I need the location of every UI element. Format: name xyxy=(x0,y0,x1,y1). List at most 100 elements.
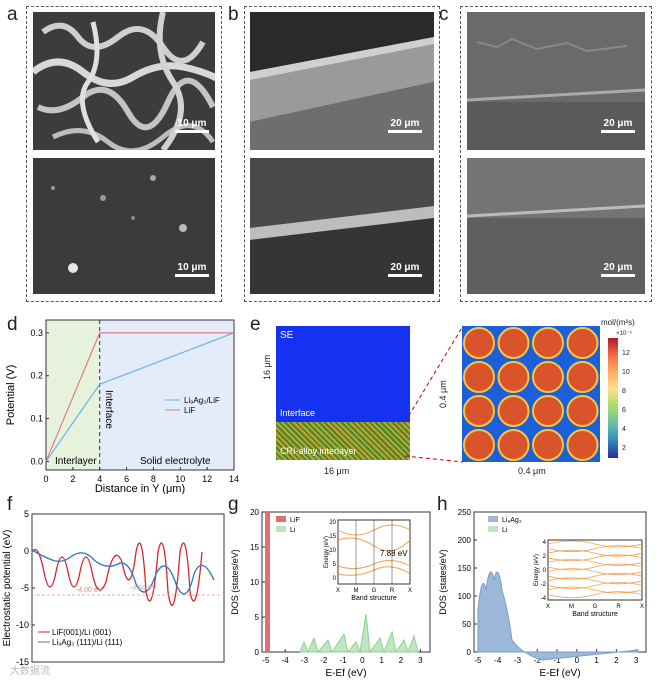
series-d-0 xyxy=(45,332,235,462)
x-tick-h: 1 xyxy=(594,656,599,665)
x-tick-h: -5 xyxy=(474,656,482,665)
y-tick-f: -15 xyxy=(16,657,29,667)
legend-label-li9ag3: Li₉Ag₃/LiF xyxy=(184,396,220,405)
y-tick-h: 150 xyxy=(458,564,472,573)
inset-g-x-tick: X xyxy=(336,588,340,594)
x-tick-g: 3 xyxy=(418,656,423,665)
inset-h-y-tick: 2 xyxy=(543,554,547,560)
x-tick-g: 0 xyxy=(360,656,365,665)
scale-label: 20 μm xyxy=(390,262,420,273)
scale-bar-b-bottom: 20 μm xyxy=(388,262,422,277)
y-tick-f: 0 xyxy=(24,546,29,556)
scale-label: 20 μm xyxy=(603,118,633,129)
zoom-x-label: 0.4 μm xyxy=(518,466,546,476)
panel-label-c: c xyxy=(439,4,449,25)
x-tick-g: -4 xyxy=(282,656,290,665)
x-tick-d: 12 xyxy=(202,474,212,484)
panel-a-frame xyxy=(26,6,222,302)
x-tick-g: -3 xyxy=(301,656,309,665)
plot-frame xyxy=(45,319,235,471)
y-tick-h: 0 xyxy=(467,648,472,657)
colorbar-tick: 6 xyxy=(622,407,626,414)
x-tick-h: -4 xyxy=(494,656,502,665)
y-axis-label-f: Electrostatic potential (eV) xyxy=(2,530,13,647)
colorbar-tick: 12 xyxy=(622,350,630,357)
sem-image-a-bottom: 10 μm xyxy=(33,158,215,294)
region-label-interface: Interface xyxy=(103,390,114,429)
inset-h-bands xyxy=(547,540,643,598)
y-tick-g: 10 xyxy=(250,578,259,587)
x-tick-g: 1 xyxy=(379,656,384,665)
inset-h-x-tick: G xyxy=(593,604,598,610)
x-axis-label-d: Distance in Y (μm) xyxy=(95,483,185,494)
lif-dos-peak xyxy=(265,512,270,652)
flux-particle xyxy=(532,429,564,461)
y-tick-d: 0.3 xyxy=(30,328,43,338)
panel-label-d: d xyxy=(7,314,18,335)
inset-h-y-tick: -2 xyxy=(541,582,547,588)
x-tick-g: -2 xyxy=(320,656,328,665)
scale-bar-a-top: 10 μm xyxy=(175,118,209,133)
panel-label-a: a xyxy=(7,4,18,25)
panel-b-frame xyxy=(244,6,440,302)
flux-particle xyxy=(463,361,495,393)
x-tick-h: -3 xyxy=(514,656,522,665)
inset-h-x-tick: X xyxy=(546,604,550,610)
scale-label: 20 μm xyxy=(603,262,633,273)
inset-g-y-tick: 15 xyxy=(329,534,336,540)
y-tick-h: 50 xyxy=(462,620,471,629)
inset-g-x-tick: X xyxy=(408,588,412,594)
x-tick-h: 2 xyxy=(614,656,619,665)
flux-particle xyxy=(497,429,530,461)
colorbar-tick: 2 xyxy=(622,445,626,452)
x-tick-h: -1 xyxy=(553,656,561,665)
interlayer-label: CRI-alloy interlayer xyxy=(280,446,357,456)
inset-g-ylabel: Energy (eV) xyxy=(324,536,330,568)
y-tick-g: 0 xyxy=(255,648,260,657)
electrolyte-region xyxy=(99,320,234,470)
panel-label-b: b xyxy=(228,4,239,25)
legend-label-f-lif: LiF(001)/Li (001) xyxy=(52,628,111,637)
panel-label-e: e xyxy=(250,314,261,335)
flux-particle xyxy=(463,395,495,427)
flux-particle xyxy=(532,361,564,393)
x-tick-g: -5 xyxy=(262,656,270,665)
flux-particle xyxy=(566,429,599,461)
flux-particle xyxy=(566,327,599,359)
li-dos-area xyxy=(299,613,419,654)
legend-label-h-li: Li xyxy=(502,527,508,534)
zoom-y-label: 0.4 μm xyxy=(438,380,448,408)
li9ag3-dos-area xyxy=(477,571,639,661)
sim-domain: SE Interface CRI-alloy interlayer xyxy=(276,326,410,460)
scale-label: 10 μm xyxy=(177,262,207,273)
x-tick-h: -2 xyxy=(534,656,542,665)
y-tick-f: -5 xyxy=(21,583,29,593)
chart-d: 0 2 4 6 8 10 12 14 0.0 0.1 0.2 0.3 Interlayer Inter… xyxy=(5,319,239,494)
flux-particle xyxy=(566,361,599,393)
flux-particle xyxy=(463,429,495,461)
inset-g-y-tick: 20 xyxy=(329,520,336,526)
x-axis-label-g: E-Ef (eV) xyxy=(325,668,366,679)
region-label-interlayer: Interlayer xyxy=(55,456,97,467)
panel-c-frame xyxy=(460,6,652,302)
flux-particle xyxy=(497,395,530,427)
sem-image-b-bottom: 20 μm xyxy=(250,158,434,294)
inset-h-ylabel: Energy (eV) xyxy=(534,554,540,586)
sem-image-c-top: 20 μm xyxy=(467,12,645,150)
colorbar-tick: 10 xyxy=(622,369,630,376)
inset-g-y-tick: 10 xyxy=(329,548,336,554)
flux-particle xyxy=(566,395,599,427)
sim-y-label: 16 μm xyxy=(262,354,272,380)
sim-x-label: 16 μm xyxy=(324,466,350,476)
inset-g-y-tick: 0 xyxy=(333,576,337,582)
y-axis-label-h: DOS (states/eV) xyxy=(438,549,448,615)
colorbar-tick: 8 xyxy=(622,388,626,395)
scale-bar-c-top: 20 μm xyxy=(601,118,635,133)
y-tick-g: 15 xyxy=(250,543,259,552)
se-label: SE xyxy=(280,330,294,341)
zoom-lines xyxy=(405,325,464,463)
inset-h-x-tick: X xyxy=(640,604,644,610)
x-axis-label-h: E-Ef (eV) xyxy=(539,668,580,679)
x-tick-g: 2 xyxy=(399,656,404,665)
sem-image-b-top: 20 μm xyxy=(250,12,434,150)
